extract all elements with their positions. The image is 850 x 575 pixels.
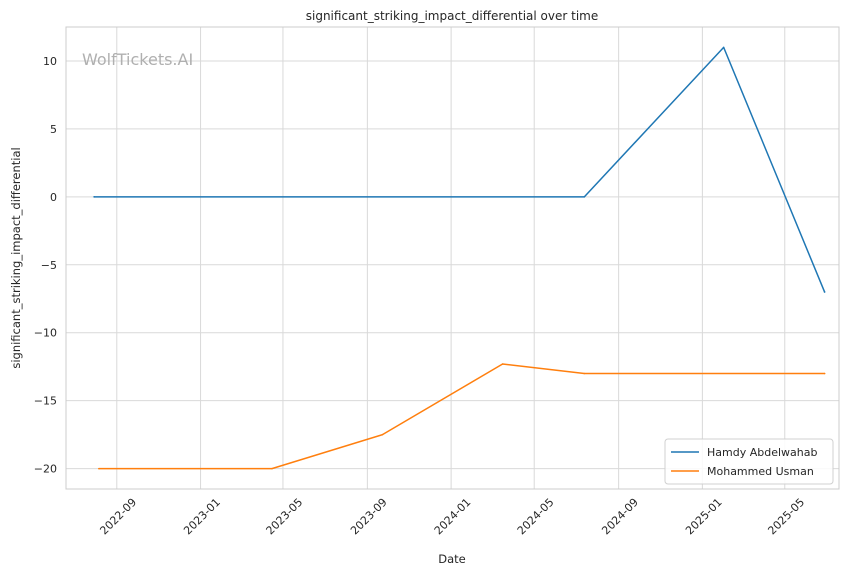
- data-point-mohammed-usman: [501, 363, 504, 365]
- legend: Hamdy Abdelwahab Mohammed Usman: [664, 438, 834, 485]
- x-tick-label: 2024-09: [599, 496, 641, 538]
- legend-label-hamdy-abdelwahab: Hamdy Abdelwahab: [707, 446, 817, 459]
- plot-frame: [65, 26, 840, 490]
- series-line-mohammed-usman: [98, 363, 826, 470]
- x-tick-label: 2025-01: [683, 496, 725, 538]
- data-point-hamdy-abdelwahab: [583, 196, 586, 198]
- legend-label-mohammed-usman: Mohammed Usman: [707, 465, 814, 478]
- data-point-mohammed-usman: [823, 372, 826, 375]
- data-point-mohammed-usman: [381, 433, 384, 436]
- data-point-mohammed-usman: [583, 372, 586, 375]
- y-tick-label: −5: [41, 259, 57, 272]
- series-layer: [93, 46, 826, 470]
- y-tick-label: 5: [50, 123, 57, 136]
- x-tick-label: 2025-05: [765, 496, 807, 538]
- y-tick-label: −20: [34, 463, 57, 476]
- y-axis-title: significant_striking_impact_differential: [9, 147, 23, 368]
- data-point-hamdy-abdelwahab: [722, 46, 725, 49]
- y-tick-label: −15: [34, 395, 57, 408]
- chart-title: significant_striking_impact_differential…: [306, 9, 598, 23]
- x-axis-title: Date: [438, 552, 466, 566]
- watermark: WolfTickets.AI: [82, 50, 193, 69]
- y-tick-labels: 10 5 0 −5 −10 −15 −20: [34, 55, 57, 476]
- x-tick-label: 2024-01: [432, 496, 474, 538]
- plot-background: [66, 27, 839, 489]
- series-line-hamdy-abdelwahab: [93, 46, 826, 293]
- x-tick-label: 2022-09: [97, 496, 139, 538]
- data-point-hamdy-abdelwahab: [823, 291, 826, 293]
- x-tick-label: 2023-09: [348, 496, 390, 538]
- legend-box: [664, 438, 834, 485]
- data-point-hamdy-abdelwahab: [93, 196, 95, 198]
- y-tick-label: −10: [34, 327, 57, 340]
- x-tick-label: 2023-05: [264, 496, 306, 538]
- data-point-mohammed-usman: [98, 467, 100, 470]
- x-tick-label: 2024-05: [515, 496, 557, 538]
- x-tick-label: 2023-01: [181, 496, 223, 538]
- y-tick-label: 10: [43, 55, 57, 68]
- x-tick-labels: 2022-09 2023-01 2023-05 2023-09 2024-01 2024-…: [97, 496, 807, 538]
- data-point-mohammed-usman: [271, 467, 273, 470]
- y-tick-label: 0: [50, 191, 57, 204]
